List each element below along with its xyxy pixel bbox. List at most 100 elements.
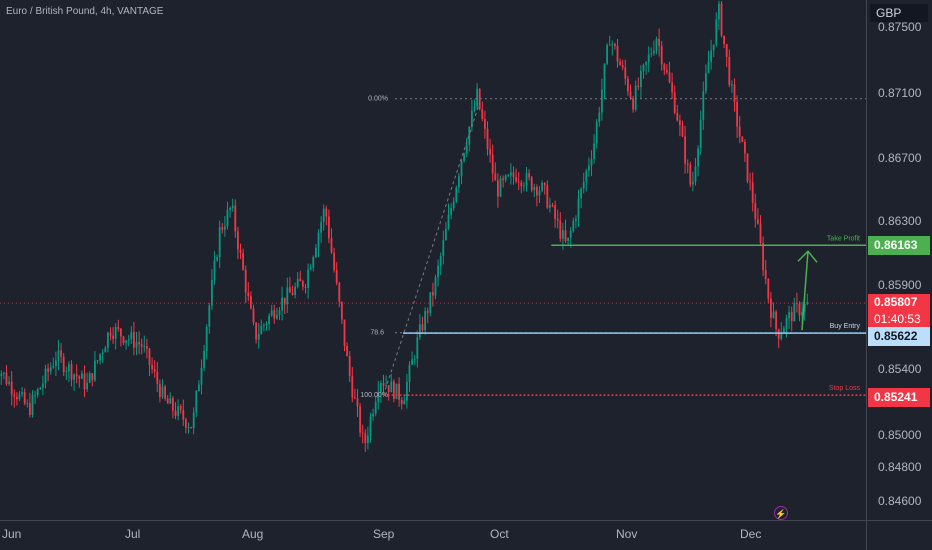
candle-body — [273, 310, 276, 319]
candle-body — [712, 44, 715, 51]
candle-body — [83, 373, 86, 390]
candle-body — [307, 269, 309, 288]
candle-body — [34, 395, 36, 397]
candle-body — [403, 400, 406, 405]
candle-body — [595, 121, 598, 144]
candle-body — [510, 172, 512, 176]
candle-body — [263, 324, 265, 326]
candle-body — [117, 327, 120, 329]
candle-body — [538, 190, 541, 196]
candle-body — [338, 282, 341, 302]
candle-body — [554, 205, 556, 219]
candle-body — [369, 416, 372, 436]
candle-body — [608, 44, 611, 46]
candle-body — [96, 360, 99, 362]
candle-body — [351, 375, 354, 398]
candle-body — [265, 323, 268, 325]
candle-body — [658, 38, 660, 46]
candle-body — [16, 396, 18, 400]
axis-corner[interactable] — [866, 520, 932, 550]
candle-body — [299, 278, 302, 282]
currency-label[interactable]: GBP — [870, 4, 928, 22]
candle-body — [257, 334, 260, 340]
price-tick: 0.87100 — [878, 86, 922, 100]
candle-body — [166, 398, 169, 404]
symbol-title[interactable]: Euro / British Pound, 4h, VANTAGE — [6, 6, 164, 17]
candle-body — [637, 85, 640, 88]
candle-body — [699, 119, 702, 149]
price-chart[interactable]: 0.00% 78.6 100.00% Take Profit Buy Entry Stop… — [0, 0, 866, 520]
candle-body — [432, 292, 434, 296]
candle-body — [681, 125, 684, 137]
candle-body — [140, 344, 143, 347]
candle-body — [738, 126, 741, 137]
candle-body — [268, 315, 270, 324]
candle-body — [806, 302, 809, 304]
candle-body — [757, 219, 759, 224]
candle-body — [8, 381, 10, 384]
candle-body — [127, 339, 130, 341]
candle-body — [671, 82, 673, 93]
candle-body — [523, 185, 525, 187]
candle-body — [208, 305, 211, 327]
price-tick: 0.86300 — [878, 214, 922, 228]
candle-body — [416, 337, 419, 359]
candle-body — [296, 278, 299, 287]
candle-body — [130, 332, 133, 340]
candle-body — [736, 101, 738, 127]
candle-body — [627, 78, 629, 92]
candle-body — [689, 164, 692, 185]
overlays-layer: 0.00% 78.6 100.00% Take Profit Buy Entry Stop… — [0, 96, 866, 399]
candle-body — [177, 406, 179, 416]
candle-body — [55, 360, 57, 367]
candle-body — [367, 435, 369, 443]
time-axis[interactable] — [0, 520, 866, 550]
candle-body — [567, 237, 569, 242]
candle-body — [47, 368, 49, 372]
candle-body — [723, 35, 725, 45]
candle-body — [551, 204, 554, 206]
candle-body — [668, 72, 671, 83]
price-tick: 0.84800 — [878, 460, 922, 474]
candle-body — [790, 312, 793, 322]
time-label: Dec — [740, 527, 762, 541]
candle-body — [497, 180, 499, 197]
flash-icon[interactable]: ⚡ — [774, 506, 788, 520]
candle-body — [185, 419, 187, 428]
candle-body — [489, 149, 491, 155]
candle-body — [23, 392, 26, 404]
candle-body — [468, 126, 471, 145]
candle-body — [801, 311, 803, 316]
candle-body — [611, 43, 614, 45]
candle-body — [372, 413, 374, 417]
candle-body — [70, 364, 73, 380]
price-axis[interactable] — [866, 0, 932, 520]
candle-body — [588, 165, 590, 171]
candle-body — [13, 394, 16, 397]
candle-body — [354, 397, 356, 399]
candle-body — [122, 336, 125, 343]
candle-body — [780, 332, 783, 339]
candle-body — [125, 340, 127, 343]
candle-body — [546, 185, 549, 208]
candle-body — [728, 56, 731, 85]
candle-body — [31, 395, 34, 415]
candle-body — [49, 367, 52, 372]
candle-body — [86, 382, 88, 390]
price-tick: 0.85900 — [878, 278, 922, 292]
candle-body — [783, 328, 785, 333]
candle-body — [580, 188, 582, 199]
candle-body — [36, 389, 39, 396]
candle-body — [517, 181, 520, 183]
candle-body — [395, 383, 398, 399]
candle-body — [543, 183, 546, 186]
candle-body — [715, 19, 718, 45]
candle-body — [697, 148, 699, 167]
candle-body — [478, 88, 481, 110]
candles-layer — [0, 0, 809, 452]
candle-body — [377, 392, 380, 403]
candle-body — [632, 98, 634, 110]
candle-body — [629, 91, 632, 99]
candle-body — [679, 120, 681, 126]
candle-body — [109, 332, 112, 336]
